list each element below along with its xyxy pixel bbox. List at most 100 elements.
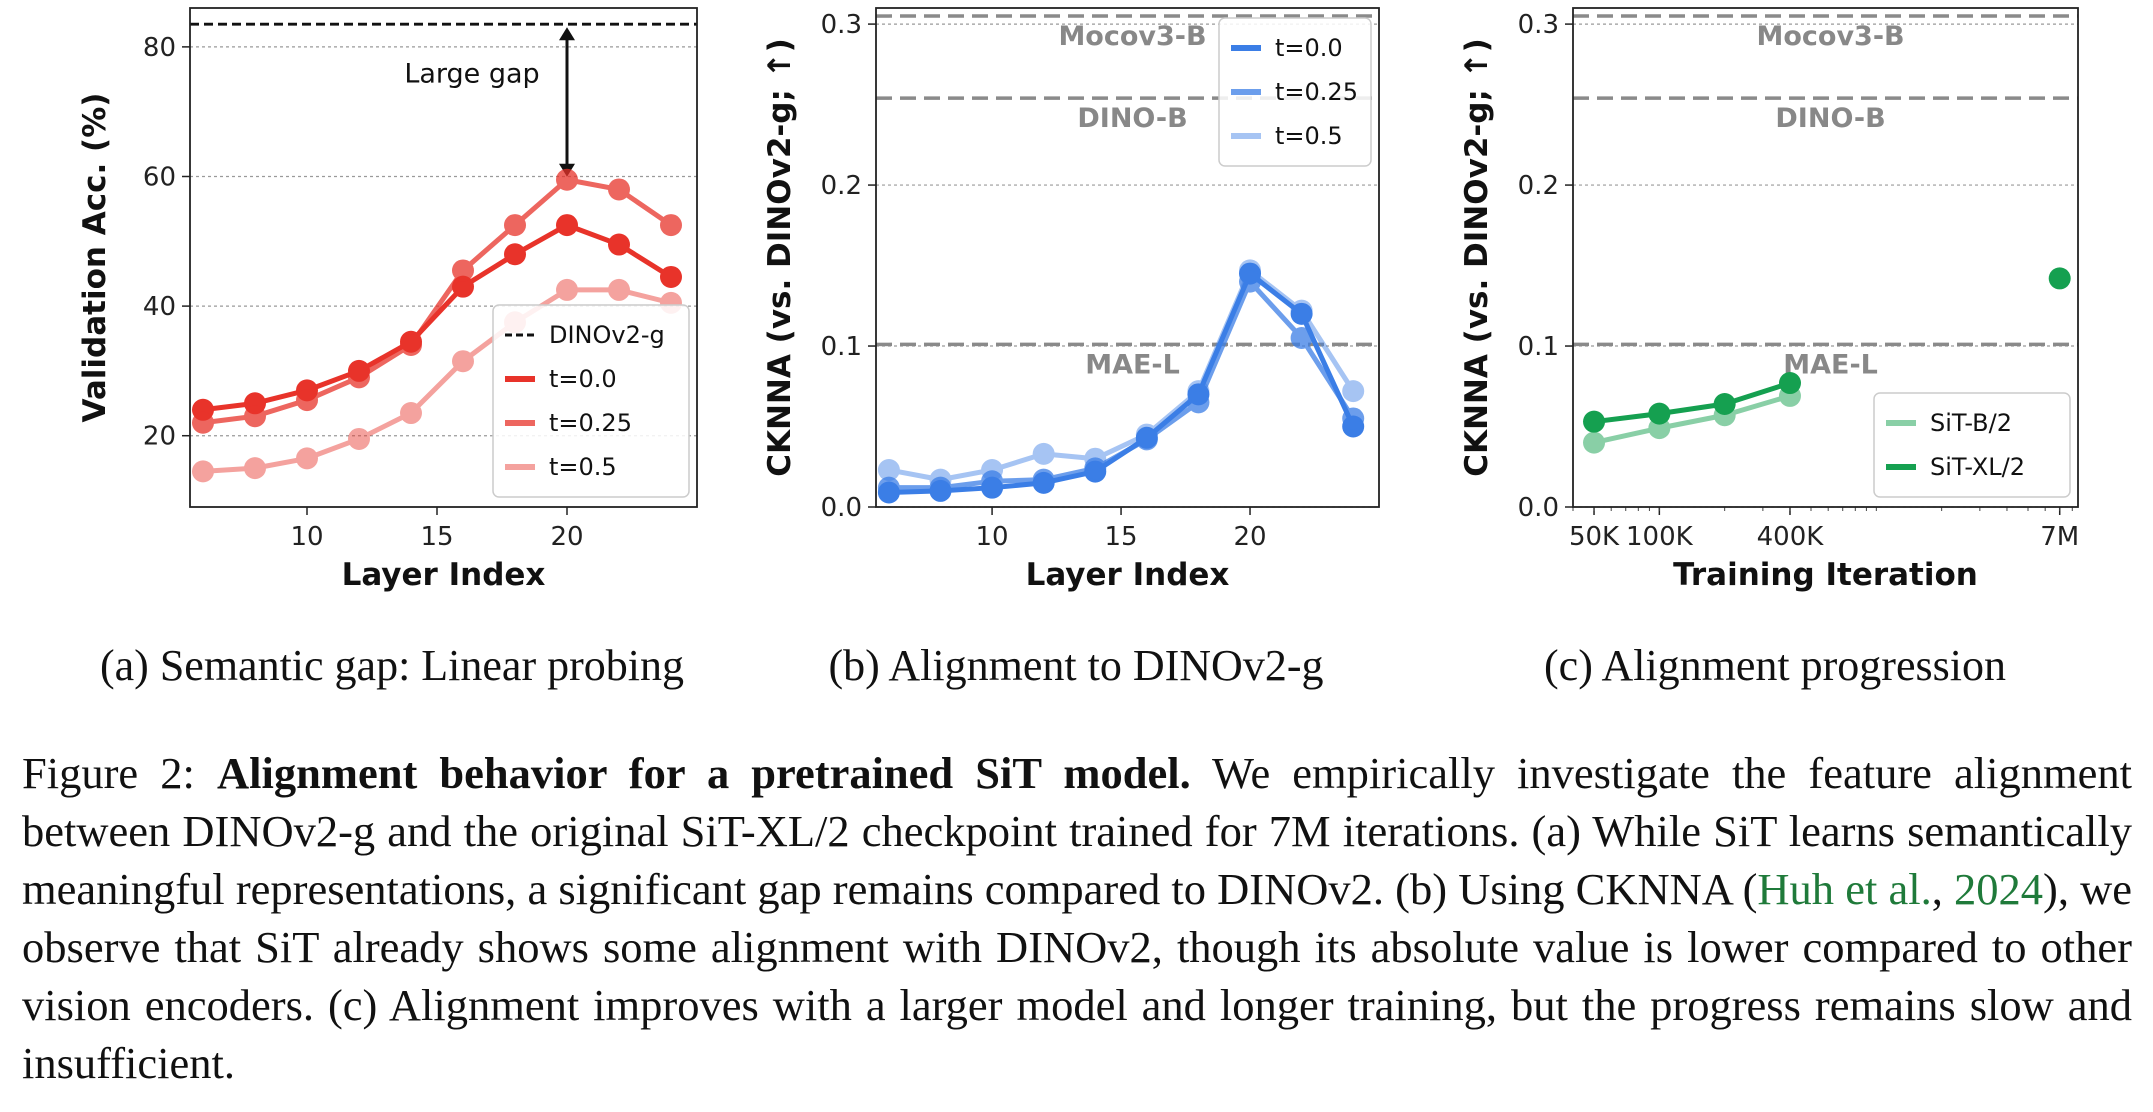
axes-frame bbox=[189, 7, 698, 508]
y-tick-label: 0.3 bbox=[821, 10, 862, 40]
data-point bbox=[192, 460, 214, 483]
data-point bbox=[1342, 407, 1365, 430]
data-point bbox=[929, 476, 952, 499]
legend-box bbox=[492, 304, 690, 498]
data-point bbox=[1290, 326, 1313, 349]
data-point bbox=[660, 214, 682, 237]
series-t-0-5 bbox=[877, 259, 1365, 491]
x-tick-label: 100K bbox=[1626, 522, 1694, 552]
legend: SiT-B/2 SiT-XL/2 bbox=[1873, 392, 2071, 498]
x-tick-label: 15 bbox=[420, 522, 453, 552]
caption-text-1: We empirically investigate the feature a… bbox=[22, 748, 2132, 914]
data-point bbox=[348, 427, 370, 450]
y-axis-label: Validation Acc. (%) bbox=[77, 93, 113, 423]
data-point bbox=[2048, 267, 2071, 290]
series-line bbox=[202, 287, 672, 474]
legend: t=0.0 t=0.25 t=0.5 bbox=[1218, 17, 1372, 167]
data-point bbox=[452, 259, 474, 282]
series-line bbox=[1593, 393, 1791, 446]
caption-text-2: ), we observe that SiT already shows som… bbox=[22, 864, 2132, 1088]
legend-box bbox=[1873, 392, 2071, 498]
data-point bbox=[244, 405, 266, 428]
data-point bbox=[1084, 457, 1107, 480]
legend-label: t=0.0 bbox=[1275, 34, 1343, 62]
legend-label: t=0.0 bbox=[549, 365, 617, 393]
data-point bbox=[1648, 402, 1671, 425]
x-tick-label: 400K bbox=[1757, 522, 1825, 552]
legend-label: SiT-XL/2 bbox=[1930, 453, 2025, 481]
axes-frame bbox=[1572, 7, 2079, 508]
legend-label: SiT-B/2 bbox=[1930, 409, 2012, 437]
series-extra bbox=[2048, 267, 2071, 290]
y-axis-label: CKNNA (vs. DINOv2-g; ↑) bbox=[1459, 38, 1495, 477]
legend-label: t=0.5 bbox=[549, 453, 617, 481]
data-point bbox=[452, 350, 474, 373]
series-line bbox=[888, 279, 1356, 491]
series-t-0-0 bbox=[877, 262, 1365, 504]
figure-title: Alignment behavior for a pretrained SiT … bbox=[217, 748, 1191, 798]
reference-label-dino-b: DINO-B bbox=[1775, 103, 1885, 134]
series-line bbox=[888, 267, 1356, 483]
data-point bbox=[296, 447, 318, 470]
data-point bbox=[244, 457, 266, 480]
citation-author-link[interactable]: Huh et al. bbox=[1757, 864, 1932, 914]
series-line bbox=[1593, 380, 1791, 425]
axes-frame bbox=[875, 7, 1380, 508]
data-point bbox=[504, 243, 526, 266]
series-line bbox=[202, 222, 673, 413]
data-point bbox=[400, 333, 422, 356]
x-tick-label: 10 bbox=[976, 522, 1009, 552]
reference-label-mocov3-b: Mocov3-B bbox=[1756, 21, 1904, 52]
data-point bbox=[1032, 442, 1055, 465]
data-point bbox=[1290, 299, 1313, 322]
annotation-text: Large gap bbox=[404, 59, 539, 90]
chart-panel-c: 0.0 0.1 0.2 0.3 50K 100K 400K 7M Mocov3-B DINO-B M… bbox=[1459, 7, 2079, 690]
x-tick-label: 20 bbox=[1233, 522, 1266, 552]
data-point bbox=[1713, 392, 1736, 415]
series-line bbox=[888, 271, 1356, 496]
legend: DINOv2-g t=0.0 t=0.25 t=0.5 bbox=[492, 304, 690, 498]
legend-label: t=0.25 bbox=[549, 409, 632, 437]
series-sit-xl-2 bbox=[1583, 372, 1801, 433]
chart-panel-b: 0.0 0.1 0.2 0.3 10 15 20 Mocov3-B DINO-B MAE-L Lay… bbox=[762, 7, 1380, 690]
panel-caption-a: (a) Semantic gap: Linear probing bbox=[100, 641, 684, 690]
data-point bbox=[1135, 423, 1158, 446]
legend-label: DINOv2-g bbox=[549, 321, 665, 349]
data-point bbox=[660, 265, 682, 288]
legend-label: t=0.25 bbox=[1275, 78, 1358, 106]
gap-arrow-head-top bbox=[559, 27, 575, 41]
legend-label: t=0.5 bbox=[1275, 122, 1343, 150]
y-tick-label: 20 bbox=[143, 422, 176, 452]
x-tick-label: 50K bbox=[1569, 522, 1620, 552]
figure-label: Figure 2: bbox=[22, 748, 218, 798]
citation-year-link[interactable]: 2024 bbox=[1954, 864, 2043, 914]
data-point bbox=[1342, 380, 1365, 403]
data-point bbox=[608, 278, 630, 301]
x-axis-label: Layer Index bbox=[1026, 557, 1230, 593]
data-point bbox=[1187, 391, 1210, 414]
series-t-0-25 bbox=[192, 168, 682, 434]
y-tick-label: 0.3 bbox=[1518, 10, 1559, 40]
data-point bbox=[1583, 410, 1606, 433]
data-point bbox=[1135, 428, 1158, 451]
x-tick-label: 10 bbox=[290, 522, 323, 552]
y-tick-label: 0.1 bbox=[1518, 332, 1559, 362]
data-point bbox=[400, 402, 422, 425]
panel-caption-c: (c) Alignment progression bbox=[1544, 641, 2006, 690]
data-point bbox=[556, 214, 578, 237]
legend-box bbox=[1218, 17, 1372, 167]
data-point bbox=[1084, 447, 1107, 470]
y-tick-label: 80 bbox=[143, 33, 176, 63]
y-tick-label: 0.0 bbox=[1518, 493, 1559, 523]
figure-charts: 20 40 60 80 10 15 20 Large gap Layer Index Valida… bbox=[77, 7, 2079, 690]
x-tick-label: 7M bbox=[2040, 522, 2079, 552]
data-point bbox=[504, 214, 526, 237]
data-point bbox=[556, 278, 578, 301]
data-point bbox=[981, 458, 1004, 481]
data-point bbox=[608, 233, 630, 256]
data-point bbox=[556, 168, 578, 191]
y-tick-label: 0.2 bbox=[1518, 171, 1559, 201]
figure-caption: Figure 2: Alignment behavior for a pretr… bbox=[22, 744, 2132, 1092]
data-point bbox=[981, 470, 1004, 493]
data-point bbox=[296, 389, 318, 412]
